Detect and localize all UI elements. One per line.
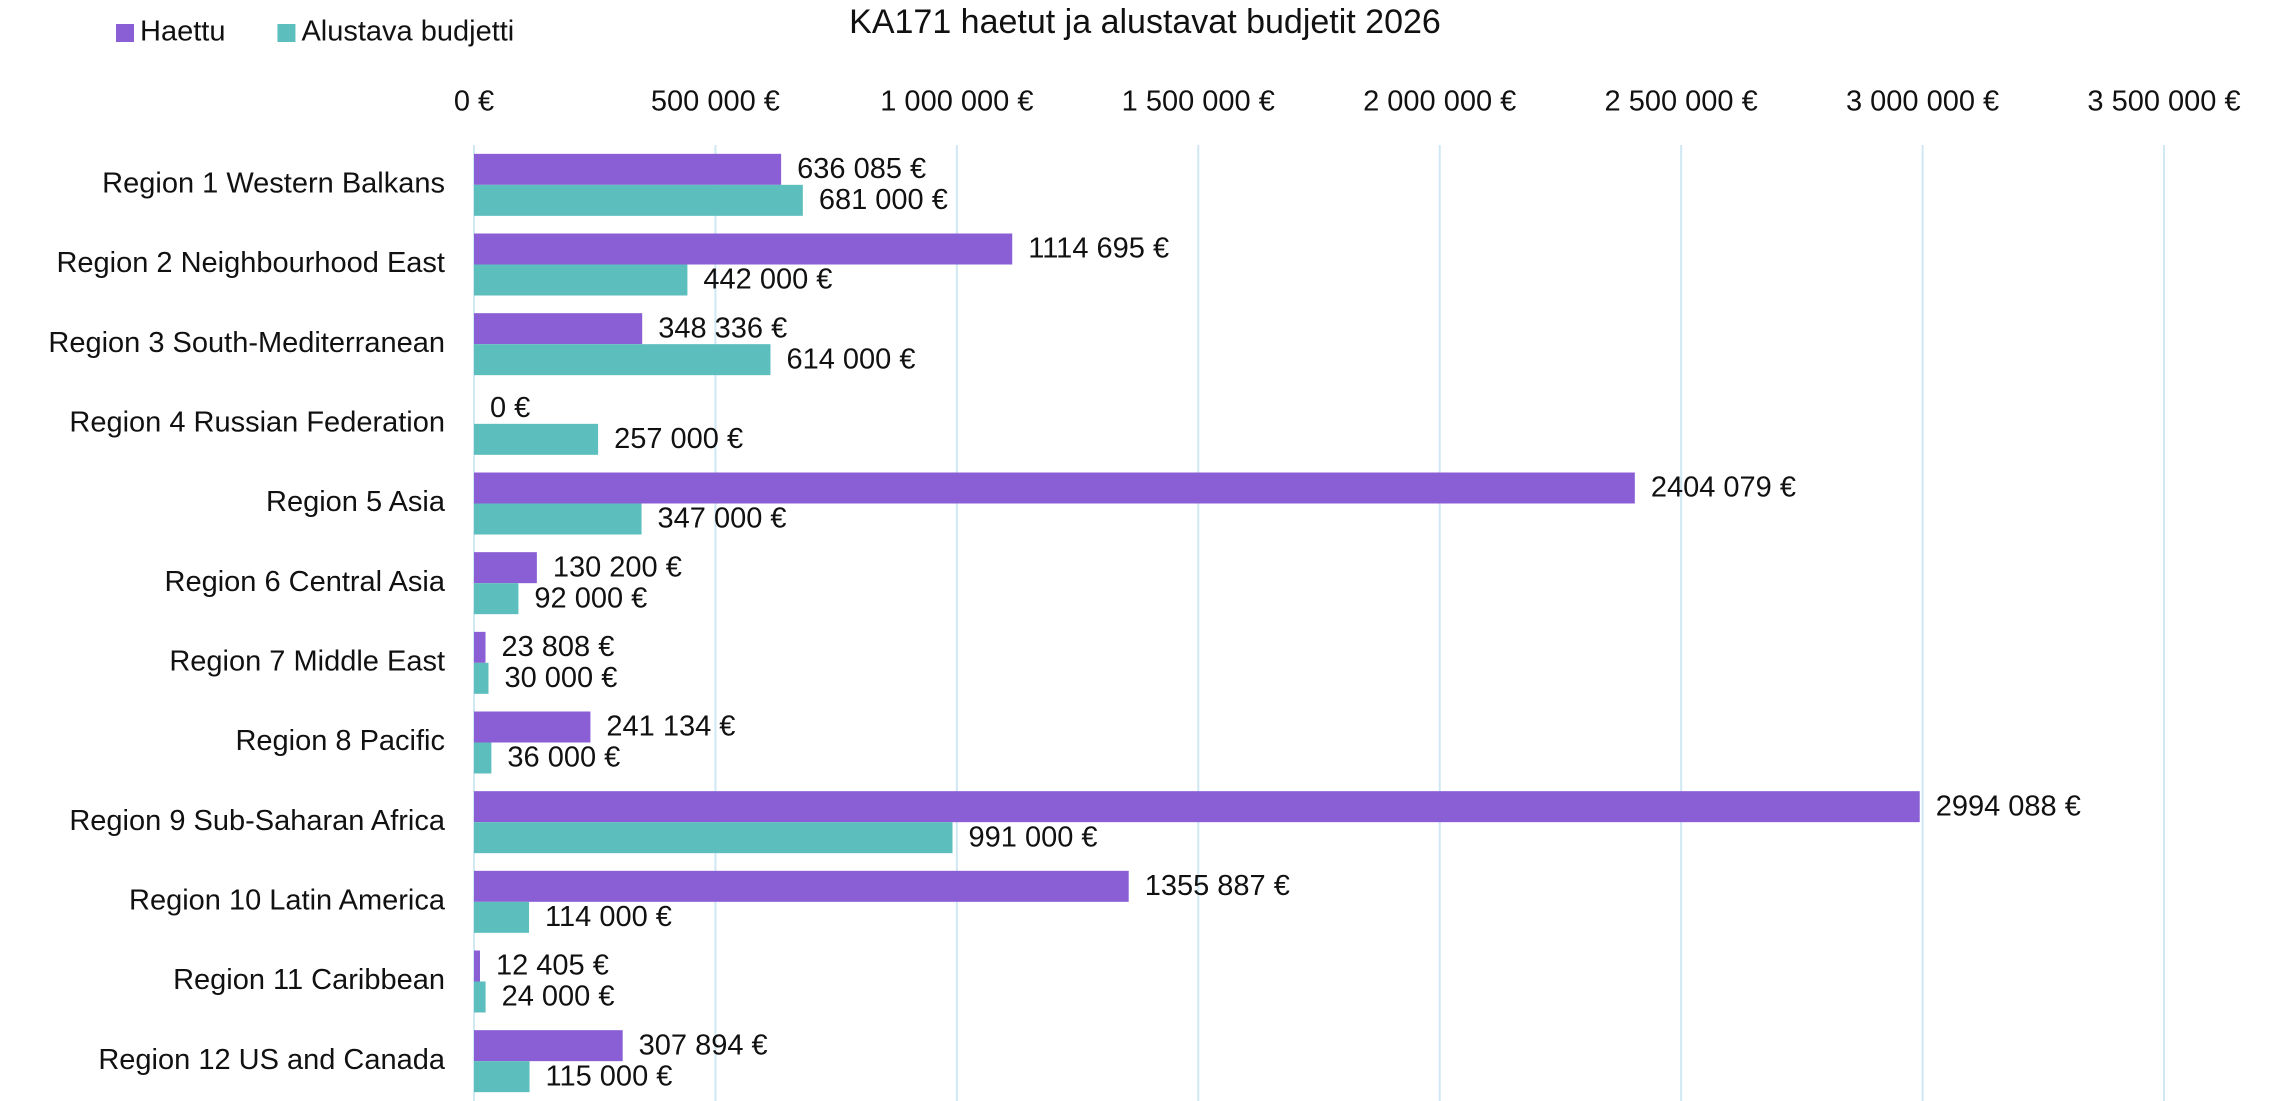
bar [474, 631, 486, 663]
value-label: 307 894 € [639, 1029, 768, 1061]
x-tick-label: 3 500 000 € [2087, 86, 2240, 118]
value-label: 442 000 € [703, 264, 832, 296]
value-label: 636 085 € [797, 153, 926, 185]
value-label: 130 200 € [553, 551, 682, 583]
value-label: 2994 088 € [1936, 790, 2081, 822]
bar [474, 662, 489, 694]
value-label: 12 405 € [496, 950, 609, 982]
value-label: 23 808 € [501, 631, 614, 663]
bar [474, 552, 537, 584]
y-tick-label: Region 4 Russian Federation [69, 406, 445, 438]
y-tick-label: Region 2 Neighbourhood East [56, 247, 445, 279]
value-label: 30 000 € [504, 662, 617, 694]
x-tick-label: 1 000 000 € [880, 86, 1033, 118]
x-tick-label: 0 € [454, 86, 494, 118]
y-tick-label: Region 3 South-Mediterranean [48, 327, 445, 359]
y-tick-label: Region 8 Pacific [235, 725, 445, 757]
bar [474, 1030, 623, 1062]
value-label: 36 000 € [507, 742, 620, 774]
value-label: 92 000 € [534, 582, 647, 614]
value-label: 681 000 € [819, 184, 948, 216]
chart-title: KA171 haetut ja alustavat budjetit 2026 [849, 3, 1441, 41]
y-tick-label: Region 1 Western Balkans [102, 167, 445, 199]
x-tick-label: 500 000 € [651, 86, 780, 118]
y-tick-label: Region 10 Latin America [129, 884, 446, 916]
value-label: 241 134 € [606, 711, 735, 743]
bar [474, 472, 1635, 504]
y-tick-label: Region 7 Middle East [169, 645, 445, 677]
value-label: 347 000 € [658, 503, 787, 535]
value-label: 24 000 € [502, 981, 615, 1013]
value-label: 2404 079 € [1651, 472, 1796, 504]
value-label: 1114 695 € [1028, 233, 1169, 265]
bar [474, 791, 1920, 823]
value-label: 1355 887 € [1145, 870, 1290, 902]
bar [474, 981, 486, 1013]
bar [474, 423, 599, 455]
bar [474, 264, 688, 296]
bar [474, 950, 480, 982]
bar [474, 503, 642, 535]
y-tick-label: Region 11 Caribbean [173, 964, 445, 996]
legend-label: Alustava budjetti [301, 16, 514, 48]
y-tick-label: Region 5 Asia [266, 486, 446, 518]
y-tick-label: Region 9 Sub-Saharan Africa [69, 805, 445, 837]
value-label: 614 000 € [786, 343, 915, 375]
value-label: 257 000 € [614, 423, 743, 455]
bar [474, 313, 643, 345]
x-tick-label: 1 500 000 € [1122, 86, 1275, 118]
bar [474, 1061, 530, 1093]
x-tick-label: 2 000 000 € [1363, 86, 1516, 118]
legend-swatch [116, 24, 134, 42]
bar [474, 711, 591, 743]
y-tick-label: Region 12 US and Canada [98, 1044, 446, 1076]
legend-swatch [277, 24, 296, 42]
bar [474, 344, 771, 376]
value-label: 348 336 € [658, 312, 787, 344]
value-label: 991 000 € [969, 821, 1098, 853]
bar [474, 822, 953, 854]
legend-label: Haettu [140, 16, 225, 48]
bar [474, 233, 1013, 265]
bar [474, 870, 1129, 902]
x-tick-label: 3 000 000 € [1846, 86, 1999, 118]
value-label: 0 € [490, 392, 530, 424]
bar [474, 583, 519, 615]
x-tick-label: 2 500 000 € [1605, 86, 1758, 118]
bar [474, 184, 803, 216]
value-label: 115 000 € [546, 1060, 673, 1092]
bar [474, 153, 782, 185]
value-label: 114 000 € [545, 901, 672, 933]
y-tick-label: Region 6 Central Asia [165, 566, 446, 598]
bar [474, 742, 492, 774]
bar [474, 901, 530, 933]
